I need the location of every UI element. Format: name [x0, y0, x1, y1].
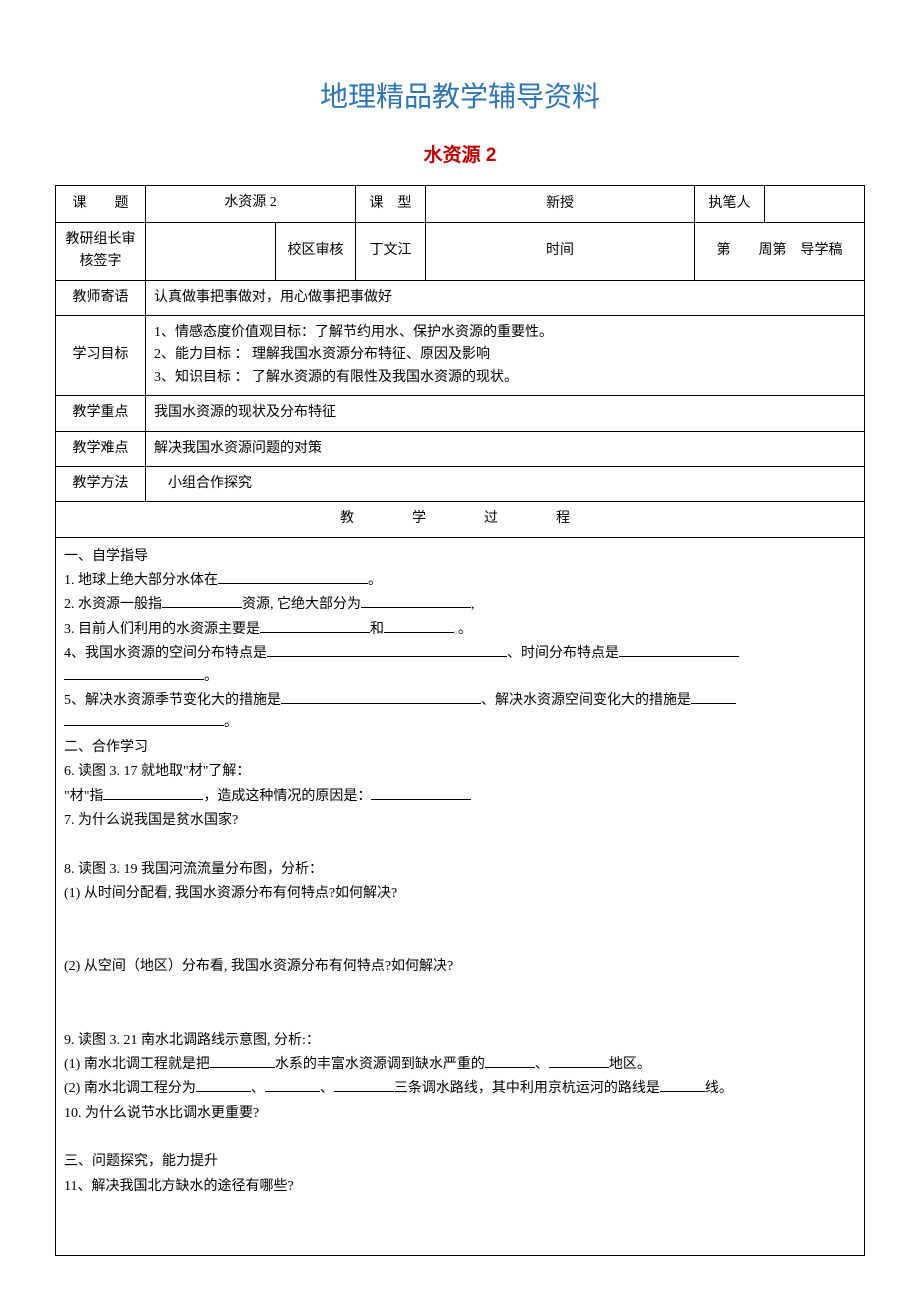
value-author: [765, 186, 865, 223]
label-topic: 课 题: [56, 186, 146, 223]
table-row: 一、自学指导 1. 地球上绝大部分水体在。 2. 水资源一般指资源, 它绝大部分…: [56, 537, 865, 1255]
question-3: 3. 目前人们利用的水资源主要是和。。: [64, 619, 856, 641]
value-objectives: 1、情感态度价值观目标：了解节约用水、保护水资源的重要性。 2、能力目标 ： 理…: [146, 315, 865, 395]
table-row: 学习目标 1、情感态度价值观目标：了解节约用水、保护水资源的重要性。 2、能力目…: [56, 315, 865, 395]
table-row: 教 学 过 程: [56, 502, 865, 537]
question-9: 9. 读图 3. 21 南水北调路线示意图, 分析:：: [64, 1030, 856, 1052]
value-campus: 丁文江: [356, 222, 426, 280]
section-1-title: 一、自学指导: [64, 546, 856, 568]
question-6b: "材"指，造成这种情况的原因是：: [64, 786, 856, 808]
question-8: 8. 读图 3. 19 我国河流流量分布图，分析：: [64, 859, 856, 881]
question-4: 4、我国水资源的空间分布特点是、时间分布特点是。: [64, 643, 856, 688]
question-8-2: (2) 从空间（地区）分布看, 我国水资源分布有何特点?如何解决?: [64, 956, 856, 978]
label-author: 执笔人: [695, 186, 765, 223]
label-time: 时间: [426, 222, 695, 280]
label-keypoint: 教学重点: [56, 396, 146, 431]
label-campus: 校区审核: [276, 222, 356, 280]
process-header: 教 学 过 程: [56, 502, 865, 537]
content-body: 一、自学指导 1. 地球上绝大部分水体在。 2. 水资源一般指资源, 它绝大部分…: [56, 537, 865, 1255]
label-objectives: 学习目标: [56, 315, 146, 395]
section-3-title: 三、问题探究，能力提升: [64, 1151, 856, 1173]
question-11: 11、解决我国北方缺水的途径有哪些?: [64, 1176, 856, 1198]
section-2-title: 二、合作学习: [64, 737, 856, 759]
label-difficulty: 教学难点: [56, 431, 146, 466]
value-week: 第 周第 导学稿: [695, 222, 865, 280]
question-1: 1. 地球上绝大部分水体在。: [64, 570, 856, 592]
table-row: 教研组长审核签字 校区审核 丁文江 时间 第 周第 导学稿: [56, 222, 865, 280]
question-5: 5、解决水资源季节变化大的措施是、解决水资源空间变化大的措施是。: [64, 690, 856, 735]
table-row: 教师寄语 认真做事把事做对，用心做事把事做好: [56, 280, 865, 315]
value-difficulty: 解决我国水资源问题的对策: [146, 431, 865, 466]
main-title: 地理精品教学辅导资料: [55, 75, 865, 115]
table-row: 教学重点 我国水资源的现状及分布特征: [56, 396, 865, 431]
label-type: 课 型: [356, 186, 426, 223]
question-9-2: (2) 南水北调工程分为、、三条调水路线，其中利用京杭运河的路线是线。: [64, 1078, 856, 1100]
value-motto: 认真做事把事做对，用心做事把事做好: [146, 280, 865, 315]
question-6a: 6. 读图 3. 17 就地取"材"了解：: [64, 761, 856, 783]
label-motto: 教师寄语: [56, 280, 146, 315]
value-supervisor: [146, 222, 276, 280]
question-7: 7. 为什么说我国是贫水国家?: [64, 810, 856, 832]
question-9-1: (1) 南水北调工程就是把水系的丰富水资源调到缺水严重的、地区。: [64, 1054, 856, 1076]
label-supervisor: 教研组长审核签字: [56, 222, 146, 280]
table-row: 课 题 水资源 2 课 型 新授 执笔人: [56, 186, 865, 223]
table-row: 教学难点 解决我国水资源问题的对策: [56, 431, 865, 466]
value-method: 小组合作探究: [146, 466, 865, 501]
value-type: 新授: [426, 186, 695, 223]
value-keypoint: 我国水资源的现状及分布特征: [146, 396, 865, 431]
question-8-1: (1) 从时间分配看, 我国水资源分布有何特点?如何解决?: [64, 883, 856, 905]
table-row: 教学方法 小组合作探究: [56, 466, 865, 501]
question-2: 2. 水资源一般指资源, 它绝大部分为,: [64, 594, 856, 616]
lesson-plan-table: 课 题 水资源 2 课 型 新授 执笔人 教研组长审核签字 校区审核 丁文江 时…: [55, 185, 865, 1256]
sub-title: 水资源 2: [55, 140, 865, 167]
value-topic: 水资源 2: [146, 186, 356, 223]
question-10: 10. 为什么说节水比调水更重要?: [64, 1103, 856, 1125]
label-method: 教学方法: [56, 466, 146, 501]
